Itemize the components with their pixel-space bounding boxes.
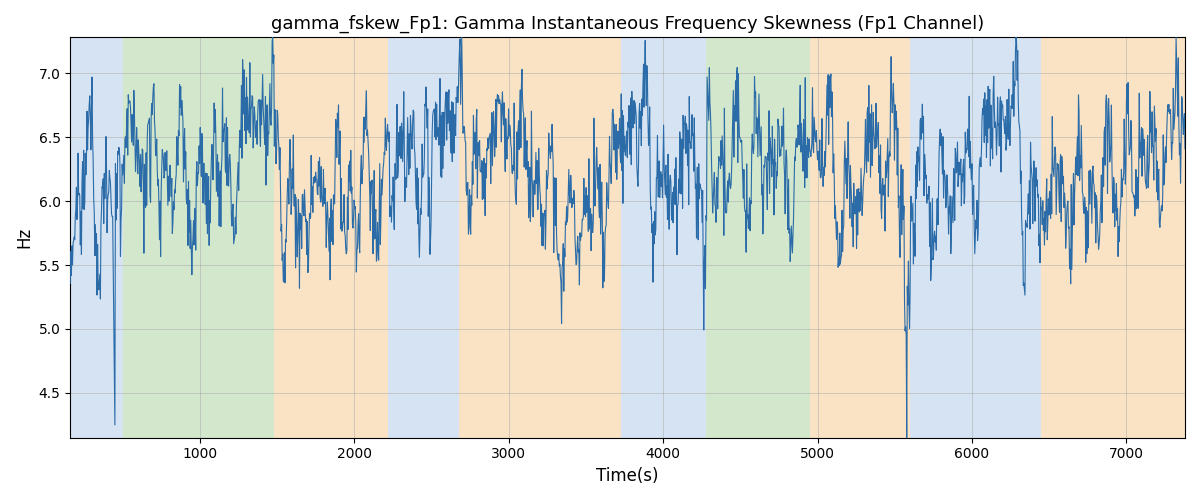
Bar bbox=[274, 38, 389, 438]
Bar bbox=[810, 38, 910, 438]
Title: gamma_fskew_Fp1: Gamma Instantaneous Frequency Skewness (Fp1 Channel): gamma_fskew_Fp1: Gamma Instantaneous Fre… bbox=[271, 15, 984, 34]
Bar bbox=[707, 38, 810, 438]
X-axis label: Time(s): Time(s) bbox=[596, 467, 659, 485]
Bar bbox=[1042, 38, 1186, 438]
Bar bbox=[910, 38, 1042, 438]
Bar bbox=[622, 38, 683, 438]
Bar bbox=[71, 38, 122, 438]
Y-axis label: Hz: Hz bbox=[16, 227, 34, 248]
Bar bbox=[683, 38, 707, 438]
Bar bbox=[389, 38, 460, 438]
Bar bbox=[122, 38, 274, 438]
Bar bbox=[460, 38, 622, 438]
